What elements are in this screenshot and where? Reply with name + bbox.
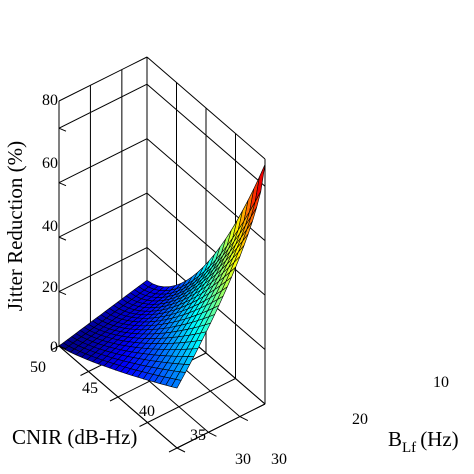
surface-facet [171, 378, 182, 389]
x-tick-mark [139, 422, 148, 427]
surface-mesh [58, 164, 266, 389]
z-tick-label: 60 [42, 155, 58, 172]
x-tick-label: 40 [139, 403, 155, 420]
z-tick-label: 0 [50, 339, 58, 356]
y-axis-label-sub: Lf [402, 440, 416, 456]
z-tick-mark [58, 182, 67, 187]
y-tick-label: 30 [271, 451, 287, 468]
x-tick-mark [50, 345, 60, 351]
x-tick-label: 35 [190, 427, 206, 444]
z-tick-label: 80 [42, 92, 58, 109]
z-gridline [58, 138, 148, 184]
x-tick-labels: 50 45 40 35 30 [30, 359, 251, 468]
box-edge [58, 56, 148, 102]
z-gridline [58, 247, 148, 293]
z-tick-mark [58, 127, 67, 132]
z-gridline [58, 192, 148, 238]
x-tick-mark [80, 371, 89, 376]
y-axis-label: BLf (Hz) [388, 427, 459, 456]
z-tick-mark [58, 291, 67, 296]
x-tick-label: 50 [30, 359, 46, 376]
z-tick-label: 20 [42, 279, 58, 296]
y-axis-label-main: B [388, 427, 402, 451]
y-tick-mark [208, 431, 217, 437]
x-tick-label: 30 [235, 451, 251, 468]
y-tick-label: 10 [433, 374, 449, 391]
x-tick-label: 45 [82, 380, 98, 397]
x-tick-mark [109, 396, 119, 402]
y-tick-mark [176, 447, 186, 453]
y-tick-mark [239, 416, 249, 422]
x-tick-mark [168, 447, 178, 453]
y-axis-label-unit: (Hz) [420, 427, 458, 451]
z-tick-mark [58, 236, 67, 241]
y-tick-label: 20 [352, 411, 368, 428]
z-tick-mark [58, 345, 67, 350]
y-tick-labels: 10 20 30 [271, 374, 449, 468]
z-gridline [58, 83, 148, 129]
z-tick-label: 40 [42, 218, 58, 235]
box-edge [176, 403, 266, 449]
z-axis-label: Jitter Reduction (%) [3, 141, 27, 311]
z-tick-labels: 0 20 40 60 80 [42, 92, 58, 356]
axes-box-front [50, 127, 266, 453]
x-axis-label: CNIR (dB-Hz) [12, 425, 137, 449]
x-floor-gridline [147, 378, 236, 423]
